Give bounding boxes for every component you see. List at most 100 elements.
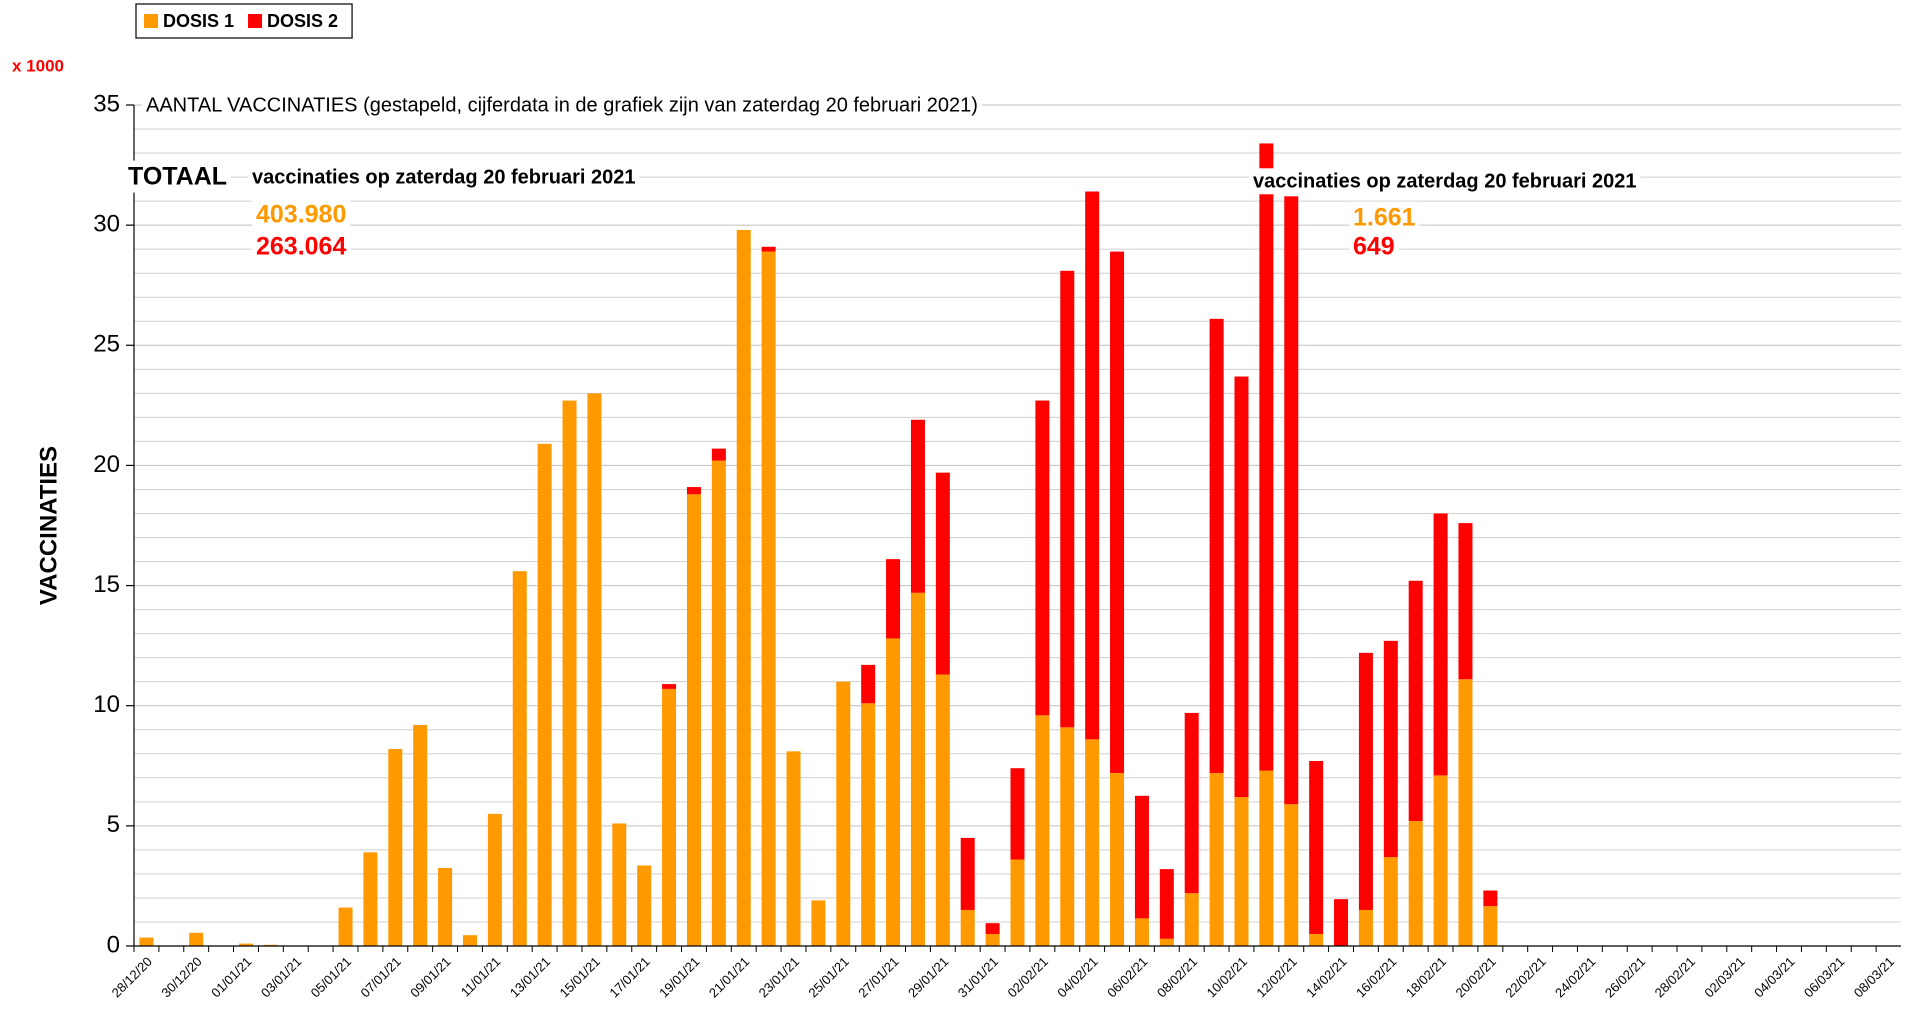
bar-segment [910, 592, 925, 946]
bar-segment [711, 460, 726, 946]
y-tick-label: 20 [93, 451, 120, 478]
annotation: vaccinaties op zaterdag 20 februari 2021 [252, 166, 636, 188]
x-tick-label: 22/02/21 [1502, 954, 1548, 1000]
annotation-bg [252, 230, 351, 263]
bar-segment [836, 681, 851, 946]
bar-segment [786, 751, 801, 946]
bar-segment [935, 472, 950, 675]
x-tick-label: 03/01/21 [258, 954, 304, 1000]
y-tick-label: 25 [93, 331, 120, 358]
bar-segment [462, 935, 477, 946]
bar-segment [263, 944, 278, 946]
bar-segment [1010, 859, 1025, 946]
chart-title: AANTAL VACCINATIES (gestapeld, cijferdat… [146, 94, 978, 116]
bar-segment [1085, 191, 1100, 740]
x-tick-label: 06/02/21 [1104, 954, 1150, 1000]
bar-segment [487, 813, 502, 946]
bar-segment [1234, 797, 1249, 946]
bar-segment [1010, 768, 1025, 860]
x-tick-label: 08/03/21 [1851, 954, 1897, 1000]
x-tick-label: 17/01/21 [606, 954, 652, 1000]
bar-segment [1184, 712, 1199, 894]
x-tick-label: 15/01/21 [557, 954, 603, 1000]
bar-segment [238, 943, 253, 946]
annotation-bg [1349, 201, 1420, 234]
legend-box [135, 3, 353, 39]
x-tick-label: 29/01/21 [905, 954, 951, 1000]
x-tick-label: 27/01/21 [855, 954, 901, 1000]
x-tick-label: 28/02/21 [1652, 954, 1698, 1000]
bar-segment [960, 909, 975, 946]
annotation-bg [1349, 230, 1399, 263]
x-tick-label: 31/01/21 [955, 954, 1001, 1000]
legend-swatch [144, 14, 158, 28]
bar-segment [935, 674, 950, 946]
annotation-bg [1249, 168, 1641, 195]
bar-segment [761, 246, 776, 252]
bar-segment [711, 448, 726, 461]
x-tick-label: 04/03/21 [1751, 954, 1797, 1000]
x-tick-label: 12/02/21 [1253, 954, 1299, 1000]
bar-segment [1035, 715, 1050, 946]
y-tick-label: 15 [93, 571, 120, 598]
x-tick-label: 02/03/21 [1701, 954, 1747, 1000]
bar-segment [338, 907, 353, 946]
bar-segment [1159, 869, 1174, 939]
bar-segment [1134, 795, 1149, 919]
x-tick-label: 20/02/21 [1453, 954, 1499, 1000]
x-tick-label: 11/01/21 [458, 954, 504, 1000]
bar-segment [886, 638, 901, 946]
bar-segment [363, 852, 378, 946]
bar-segment [1184, 893, 1199, 946]
x-tick-label: 13/01/21 [507, 954, 553, 1000]
x-tick-label: 01/01/21 [208, 954, 254, 1000]
bar-segment [1358, 909, 1373, 946]
annotation: 1.661 [1353, 204, 1416, 232]
bar-segment [139, 937, 154, 946]
x-tick-label: 23/01/21 [756, 954, 802, 1000]
bar-segment [587, 393, 602, 946]
bar-segment [1309, 933, 1324, 946]
x-tick-label: 19/01/21 [656, 954, 702, 1000]
x-tick-label: 14/02/21 [1303, 954, 1349, 1000]
y-tick-label: 5 [107, 811, 120, 838]
x-tick-label: 08/02/21 [1154, 954, 1200, 1000]
bar-segment [562, 400, 577, 947]
bar-segment [512, 571, 527, 946]
x-tick-label: 26/02/21 [1602, 954, 1648, 1000]
y-tick-label: 30 [93, 210, 120, 237]
bar-segment [1035, 400, 1050, 716]
bar-segment [1060, 270, 1075, 728]
annotation-bg [252, 198, 351, 231]
bar-segment [1483, 890, 1498, 907]
x-tick-label: 24/02/21 [1552, 954, 1598, 1000]
bar-segment [637, 865, 652, 946]
bar-segment [1110, 251, 1125, 773]
bar-segment [1458, 679, 1473, 946]
bar-segment [910, 419, 925, 593]
bar-segment [612, 823, 627, 946]
bar-segment [1383, 640, 1398, 858]
bar-segment [686, 487, 701, 495]
annotation: vaccinaties op zaterdag 20 februari 2021 [1253, 170, 1637, 192]
bar-segment [1085, 739, 1100, 946]
x-tick-label: 04/02/21 [1054, 954, 1100, 1000]
bar-segment [1408, 821, 1423, 946]
bar-segment [736, 229, 751, 946]
chart-title-bg [142, 92, 982, 119]
bar-segment [413, 724, 428, 946]
bar-segment [189, 932, 204, 946]
bar-segment [662, 688, 677, 946]
legend-swatch [248, 14, 263, 28]
legend-label: DOSIS 1 [163, 11, 234, 31]
x-tick-label: 05/01/21 [308, 954, 354, 1000]
bar-segment [761, 251, 776, 946]
bar-segment [1259, 143, 1274, 771]
annotation: TOTAAL [128, 163, 227, 191]
bar-segment [1408, 580, 1423, 822]
x-tick-label: 07/01/21 [357, 954, 403, 1000]
bar-segment [438, 867, 453, 946]
x-tick-label: 21/01/21 [706, 954, 752, 1000]
